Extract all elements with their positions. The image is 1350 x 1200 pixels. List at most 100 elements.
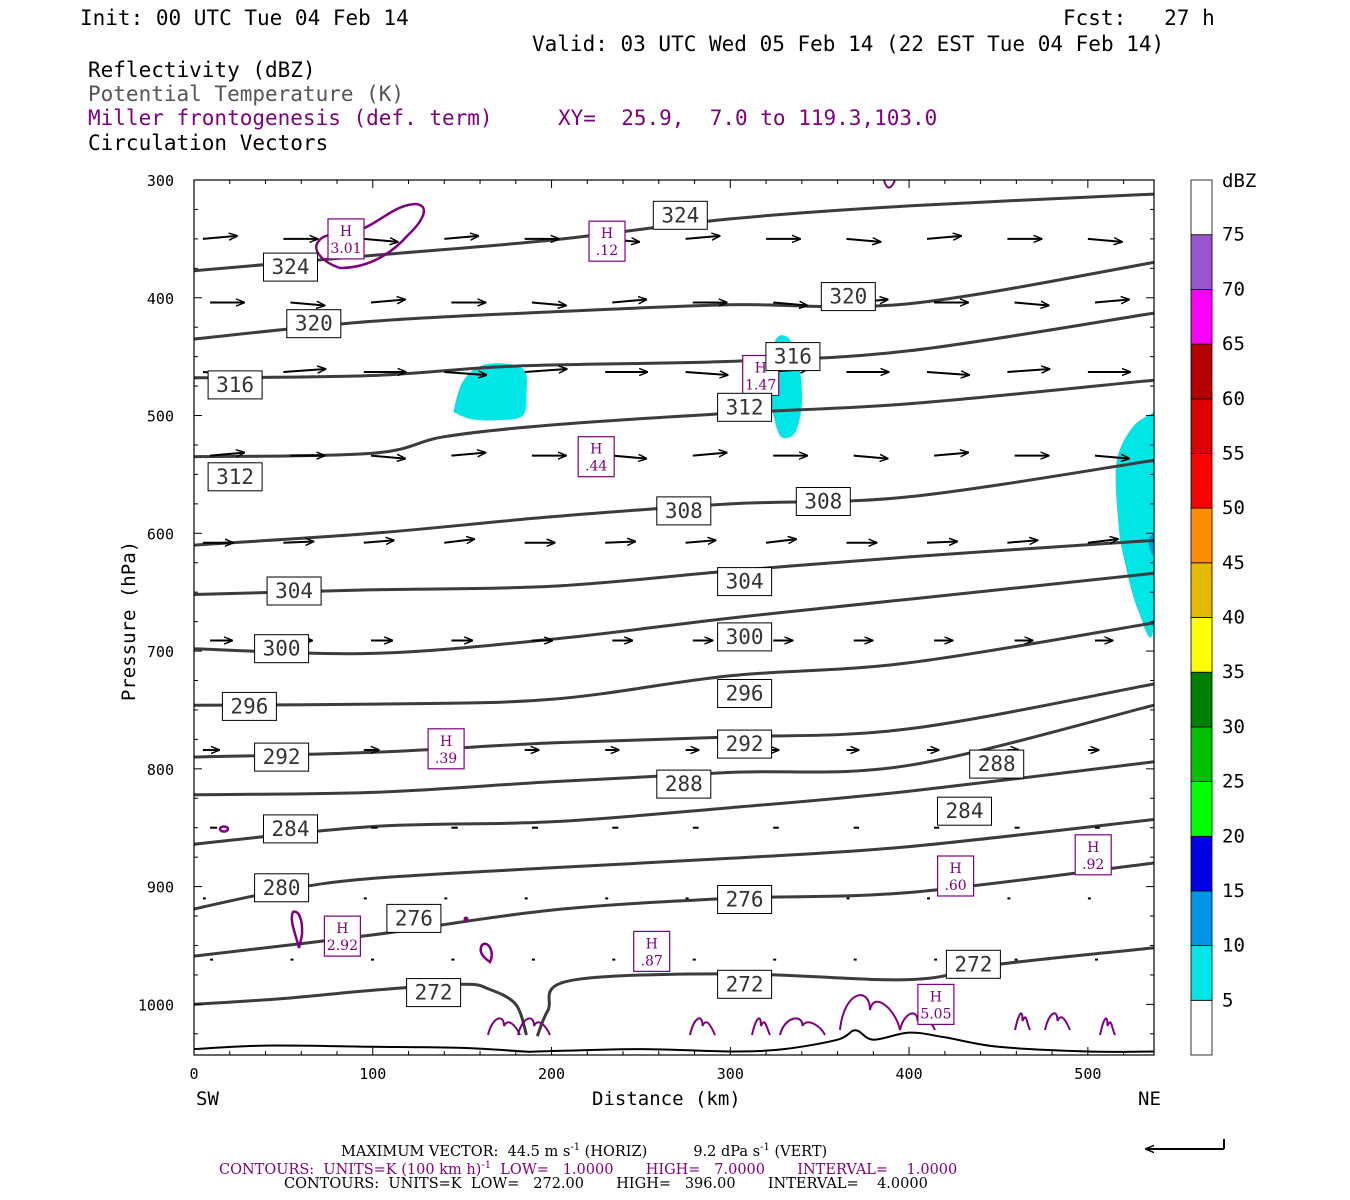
isentrope-label-16: 292 xyxy=(254,742,310,772)
frontogenesis-high-value: 5.05 xyxy=(920,1006,951,1022)
frontogenesis-contour xyxy=(218,825,230,833)
terrain-line xyxy=(194,1029,1154,1053)
colorbar-label: 55 xyxy=(1222,442,1245,464)
isentrope-label-box xyxy=(406,978,462,1008)
isentrope-label-25: 272 xyxy=(406,978,462,1008)
isentrope-label-text: 300 xyxy=(726,625,764,649)
frontogenesis-high-letter: H xyxy=(340,224,352,240)
isentrope-label-box xyxy=(717,729,773,759)
frontogenesis-high-value: .44 xyxy=(585,459,607,475)
frontogenesis-high-letter: H xyxy=(336,921,348,937)
circulation-vector xyxy=(370,300,405,303)
reflectivity-area-3 xyxy=(1148,533,1154,556)
y-tick-label: 300 xyxy=(147,172,174,190)
frontogenesis-high-value: .12 xyxy=(596,243,618,259)
colorbar-segment xyxy=(1190,234,1213,290)
isentrope-label-text: 312 xyxy=(726,395,764,419)
isentrope-label-box xyxy=(969,749,1025,779)
frontogenesis-contour xyxy=(779,1017,826,1036)
x-tick-label: 200 xyxy=(538,1065,565,1083)
isentrope-label-15: 296 xyxy=(717,679,773,708)
frontogenesis-high-box xyxy=(427,728,465,770)
isentrope-label-18: 288 xyxy=(656,769,712,799)
frontogenesis-high-letter: H xyxy=(930,989,942,1005)
circulation-vector xyxy=(685,540,716,542)
frontogenesis-contour xyxy=(1099,1017,1116,1036)
frontogenesis-contour xyxy=(479,942,493,964)
circulation-vector xyxy=(934,453,968,456)
circulation-vector xyxy=(531,303,566,306)
frontogenesis-high-letter: H xyxy=(949,861,961,877)
isentrope-label-text: 272 xyxy=(726,972,764,996)
colorbar-label: 70 xyxy=(1222,278,1245,300)
y-tick-label: 1000 xyxy=(138,996,174,1014)
valid-time: Valid: 03 UTC Wed 05 Feb 14 (22 EST Tue … xyxy=(532,32,1165,56)
colorbar: 5 10 15 20 25 30 35 40 45 50 55 60 65 70 75 xyxy=(1190,179,1245,1056)
isentrope-304-5 xyxy=(194,538,1154,596)
colorbar-segment xyxy=(1190,562,1213,618)
isentrope-label-box xyxy=(717,885,773,914)
isentrope-label-text: 308 xyxy=(665,499,703,523)
isentrope-label-27: 272 xyxy=(945,949,1001,979)
isentrope-label-text: 304 xyxy=(275,579,313,603)
isentrope-label-3: 320 xyxy=(820,282,876,312)
isentrope-label-text: 296 xyxy=(230,694,268,718)
colorbar-unit: dBZ xyxy=(1222,170,1257,192)
isentrope-label-0: 324 xyxy=(263,252,318,282)
colorbar-segment xyxy=(1190,507,1213,564)
footer-contours-frontogenesis: CONTOURS: UNITS=K (100 km h)-1 LOW= 1.00… xyxy=(219,1160,958,1178)
circulation-vector xyxy=(1007,369,1049,372)
circulation-vector xyxy=(846,239,881,242)
frontogenesis-high-value: 1.47 xyxy=(745,378,776,394)
isentrope-label-box xyxy=(207,462,263,492)
legend-theta: Potential Temperature (K) xyxy=(88,82,405,106)
circulation-vector xyxy=(612,300,646,303)
isentrope-label-box xyxy=(717,969,773,999)
footer-max-vector: MAXIMUM VECTOR: 44.5 m s-1 (HORIZ) 9.2 d… xyxy=(341,1142,828,1160)
isentrope-label-text: 284 xyxy=(946,799,984,823)
circulation-vector xyxy=(444,539,474,543)
isentrope-label-box xyxy=(386,903,442,933)
circulation-vector xyxy=(283,542,313,543)
isentrope-label-17: 292 xyxy=(717,729,773,759)
isentrope-label-6: 312 xyxy=(207,462,263,492)
isentrope-320-1 xyxy=(194,260,1154,341)
colorbar-label: 65 xyxy=(1222,333,1245,355)
colorbar-label: 10 xyxy=(1222,935,1245,957)
isentrope-label-22: 280 xyxy=(254,873,310,903)
isentrope-label-text: 320 xyxy=(829,285,867,309)
x-tick-label: 100 xyxy=(359,1065,386,1083)
isentrope-label-text: 276 xyxy=(726,888,764,912)
colorbar-segment xyxy=(1190,343,1213,400)
frontogenesis-high-box xyxy=(588,220,626,262)
isentrope-label-box xyxy=(937,796,992,826)
x-left-endpoint: SW xyxy=(196,1088,219,1110)
colorbar-label: 25 xyxy=(1222,771,1245,793)
isentrope-label-box xyxy=(286,309,342,339)
circulation-vector xyxy=(605,542,635,543)
circulation-vector xyxy=(444,372,486,375)
isentrope-label-8: 308 xyxy=(656,496,712,526)
circulation-vector xyxy=(1007,540,1037,542)
isentrope-label-box xyxy=(765,342,821,372)
isentrope-label-1: 324 xyxy=(652,200,708,230)
isentrope-272-14 xyxy=(535,946,1154,1037)
isentrope-label-text: 324 xyxy=(661,203,699,227)
circulation-vector xyxy=(283,369,325,372)
frontogenesis-high-0: H3.01 xyxy=(327,218,365,260)
isentrope-label-text: 308 xyxy=(804,490,842,514)
isentrope-label-text: 292 xyxy=(263,745,301,769)
isentrope-label-box xyxy=(717,679,773,708)
circulation-vector xyxy=(202,236,237,239)
forecast-hour: Fcst: 27 h xyxy=(1063,6,1215,30)
circulation-vector xyxy=(451,453,485,456)
isentrope-label-text: 296 xyxy=(726,682,764,706)
isentrope-label-9: 308 xyxy=(795,487,851,516)
isentrope-label-14: 296 xyxy=(221,691,277,721)
frontogenesis-high-value: 3.01 xyxy=(330,241,361,257)
isentrope-label-box xyxy=(717,567,773,597)
isentrope-label-box xyxy=(263,252,318,282)
isentrope-label-box xyxy=(652,200,708,230)
legend-vectors: Circulation Vectors xyxy=(88,131,329,155)
